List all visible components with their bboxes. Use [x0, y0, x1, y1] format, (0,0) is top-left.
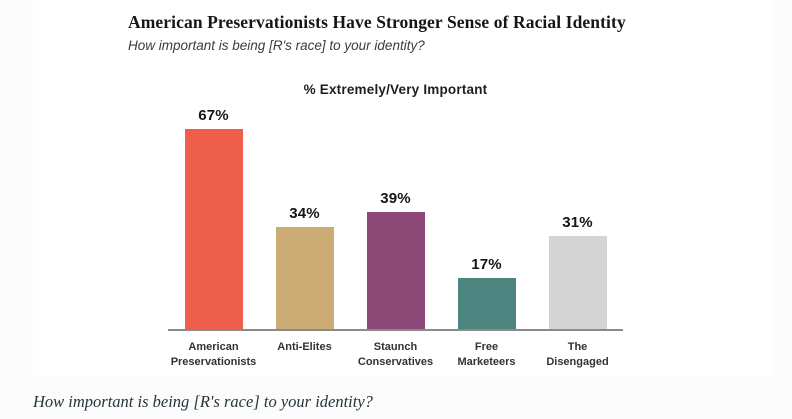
chart-figure: American Preservationists Have Stronger …	[33, 0, 772, 377]
bar-column: 31%	[532, 100, 623, 329]
bar-value-label: 31%	[562, 214, 593, 231]
bar-free-marketeers	[457, 278, 516, 329]
figure-title: American Preservationists Have Stronger …	[128, 12, 626, 32]
page-caption: How important is being [R's race] to you…	[33, 392, 373, 411]
bar-value-label: 39%	[380, 190, 411, 207]
bar-column: 39%	[350, 100, 441, 329]
bar-value-label: 17%	[471, 256, 502, 273]
x-label-staunch-conservatives: Staunch Conservatives	[357, 341, 434, 368]
x-label-free-marketeers: Free Marketeers	[457, 341, 516, 368]
bar-staunch-conservatives	[366, 212, 425, 329]
bar-anti-elites	[275, 227, 334, 329]
figure-subtitle: How important is being [R's race] to you…	[128, 38, 425, 53]
x-label-american-preservationists: American Preservationists	[170, 341, 257, 368]
bar-american-preservationists	[184, 129, 243, 329]
bar-column: 67%	[168, 100, 259, 329]
bar-column: 17%	[441, 100, 532, 329]
bar-column: 34%	[259, 100, 350, 329]
bar-value-label: 67%	[198, 107, 229, 124]
x-label-anti-elites: Anti-Elites	[277, 341, 332, 353]
x-label-the-disengaged: The Disengaged	[546, 341, 609, 368]
bar-the-disengaged	[548, 236, 607, 329]
chart-title: % Extremely/Very Important	[303, 82, 488, 97]
x-axis-labels: American Preservationists Anti-Elites St…	[168, 340, 623, 370]
bar-plot: 67% 34% 39% 17% 31%	[168, 100, 623, 331]
bar-value-label: 34%	[289, 205, 320, 222]
